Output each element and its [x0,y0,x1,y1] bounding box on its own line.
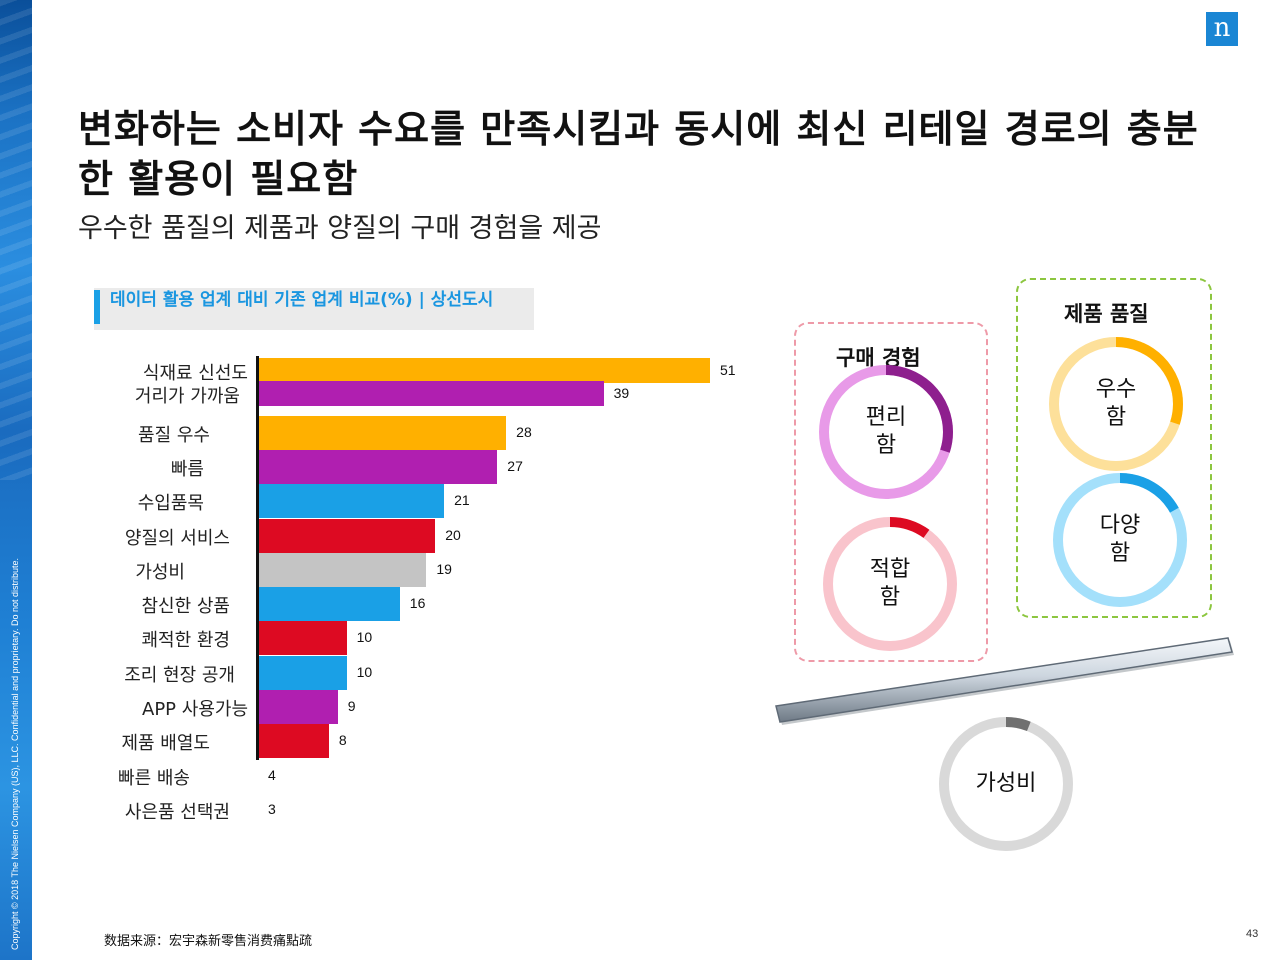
chart-axis-line [256,356,259,760]
product-quality-title: 제품 품질 [1064,302,1149,326]
donut-segment [819,365,953,499]
bar-9 [258,621,347,655]
value-label: 4 [268,767,276,783]
data-source: 数据来源：宏宇森新零售消费痛點疏 [104,934,313,949]
donut-label-line2: 함 [1109,541,1131,566]
category-label: 빠름 [170,459,204,480]
category-label: 양질의 서비스 [124,528,230,549]
category-label: 빠른 배송 [118,768,190,789]
sidebar-wave-pattern [0,0,32,480]
bar-1 [258,358,710,383]
category-label: 수입품목 [137,493,204,514]
bar-11 [258,690,338,724]
donut-segment [823,517,957,651]
bar-6 [258,519,436,553]
value-label: 21 [454,492,470,508]
purchase-experience-group [794,322,988,662]
page-number: 43 [1246,928,1259,940]
chart-title: 데이터 활용 업계 대비 기존 업계 비교(%) | 상선도시 [110,290,494,310]
donut-label-line2: 함 [875,433,897,458]
donut-label-line1: 다양 [1099,513,1141,538]
value-label: 3 [268,801,276,817]
value-label: 19 [436,561,452,577]
page-title: 변화하는 소비자 수요를 만족시킴과 동시에 최신 리테일 경로의 충분한 활용… [78,107,1199,201]
bar-3 [258,416,507,450]
donut-segment [1049,337,1183,471]
donut-ring [1049,337,1183,471]
bar-10 [258,656,347,690]
donut-label-line1: 우수 [1095,377,1137,402]
copyright-text: Copyright © 2018 The Nielsen Company (US… [10,558,20,950]
category-label: 참신한 상품 [141,596,230,617]
category-label: 가성비 [135,562,185,583]
donut-ring [1053,473,1187,607]
category-label: 거리가 가까움 [134,385,240,407]
value-label: 51 [720,361,736,378]
value-label: 10 [356,629,373,645]
bar-8 [258,587,400,621]
donut-ring [939,717,1073,851]
category-label: 쾌적한 환경 [141,630,230,651]
category-label: 제품 배열도 [121,733,210,754]
value-label: 8 [338,732,347,748]
value-label: 20 [445,527,461,543]
product-quality-group [1016,278,1212,618]
value-label: 28 [516,424,532,440]
donut-ring [823,517,957,651]
donut-label: 가성비 [956,770,1056,798]
donut-label-line1: 편리 [865,405,907,430]
seesaw-bar [775,637,1234,725]
donut-segment [1053,473,1187,607]
donut-label-line1: 적합 [869,557,911,582]
donut-label-line2: 함 [1105,405,1127,430]
bar-2 [258,381,604,406]
category-label: 사은품 선택권 [124,802,230,823]
donut-ring [819,365,953,499]
category-label: 조리 현장 공개 [124,665,235,686]
value-label: 27 [507,458,523,474]
bar-5 [258,484,445,518]
category-label: 품질 우수 [138,425,210,446]
bar-7 [258,553,427,587]
donut-label-line2: 함 [879,585,901,610]
page-subtitle: 우수한 품질의 제품과 양질의 구매 경험을 제공 [78,213,602,244]
sidebar-strip [0,0,32,960]
category-label: 식재료 신선도 [142,362,248,384]
donut-segment [939,717,1073,851]
category-label: APP 사용가능 [142,699,248,720]
value-label: 9 [347,698,356,714]
value-label: 10 [356,664,373,680]
nielsen-logo: n [1206,12,1238,46]
value-label: 16 [409,595,426,611]
bar-4 [258,450,498,484]
chart-title-accent [94,290,100,324]
bar-12 [258,724,329,758]
chart-title-box [94,288,534,330]
value-label: 39 [613,384,630,401]
donut-label-line1: 가성비 [975,771,1037,796]
